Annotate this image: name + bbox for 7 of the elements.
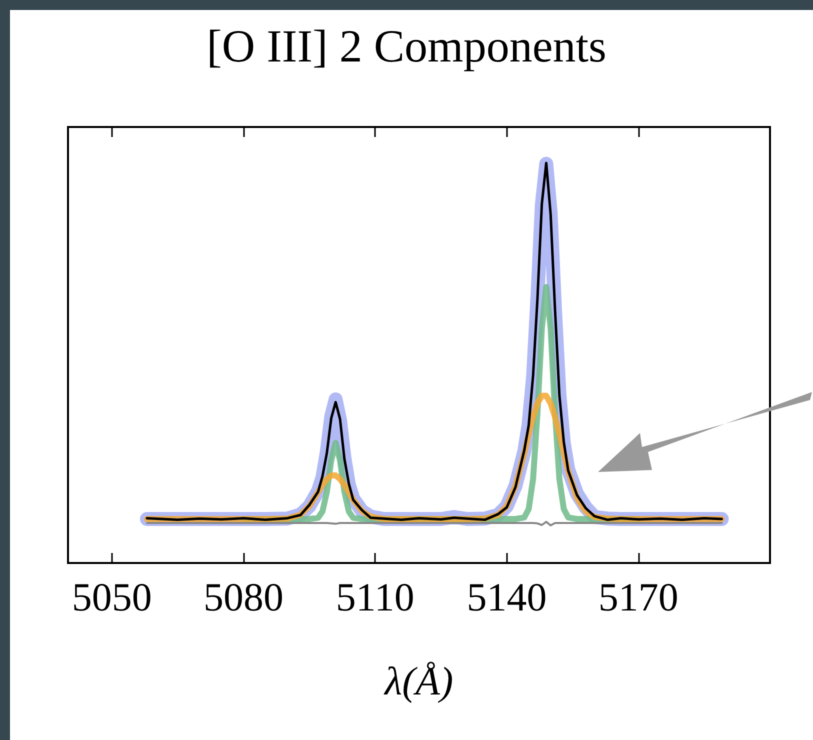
chart-title: [O III] 2 Components [206, 20, 606, 72]
x-tick-label: 5080 [204, 574, 284, 620]
x-tick-label: 5170 [598, 574, 678, 620]
x-axis-title: λ(Å) [384, 658, 454, 704]
x-tick-label: 5110 [336, 574, 414, 620]
x-tick-label: 5050 [72, 574, 152, 620]
x-tick-label: 5140 [466, 574, 547, 620]
